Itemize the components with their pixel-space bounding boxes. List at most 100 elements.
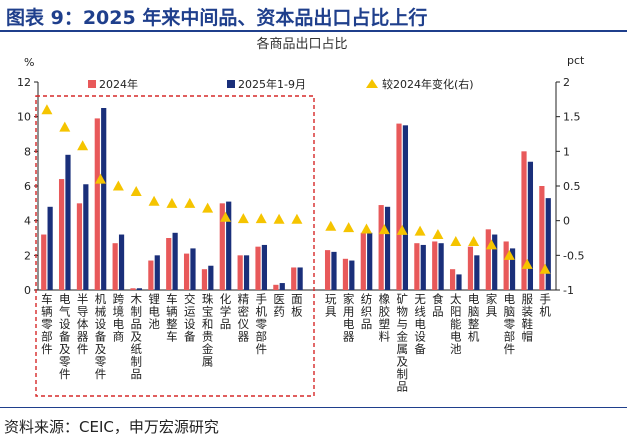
bar-2025: [492, 234, 498, 290]
change-marker: [291, 213, 303, 224]
category-label: 精密仪器: [238, 292, 250, 344]
bar-2024: [291, 267, 297, 290]
change-marker: [202, 202, 214, 213]
bar-2025: [438, 243, 444, 290]
category-label: 面板: [291, 292, 303, 319]
category-label: 电脑整机: [468, 292, 480, 344]
legend-swatch-2025: [227, 80, 235, 88]
bar-2025: [367, 232, 373, 290]
change-marker: [41, 104, 53, 115]
category-label: 橡胶塑料: [379, 292, 391, 344]
category-label: 车辆零部件: [41, 292, 53, 356]
change-marker: [450, 235, 462, 246]
right-tick-label: 0: [563, 215, 570, 228]
bar-2025: [226, 201, 232, 290]
change-marker: [255, 213, 267, 224]
category-label: 珠宝和贵金属: [202, 292, 214, 369]
category-label: 车辆整车: [166, 292, 178, 344]
left-tick-label: 8: [24, 145, 31, 158]
source-note: 资料来源：CEIC，申万宏源研究: [4, 418, 219, 436]
bar-2024: [342, 258, 349, 290]
bar-2024: [112, 243, 118, 290]
change-marker: [77, 140, 89, 151]
change-marker: [468, 235, 480, 246]
figure-title: 图表 9：2025 年来中间品、资本品出口占比上行: [6, 7, 428, 29]
right-tick-label: 0.5: [563, 180, 581, 193]
category-label: 玩具: [325, 292, 337, 319]
change-marker: [325, 220, 337, 231]
footer-divider: [0, 407, 627, 408]
bar-2025: [474, 255, 480, 290]
change-marker: [220, 211, 231, 222]
change-marker: [361, 223, 372, 234]
category-label: 手机: [539, 292, 551, 319]
change-marker: [148, 195, 160, 206]
change-marker: [273, 213, 285, 224]
legend-label-change: 较2024年变化(右): [382, 77, 474, 91]
bar-2024: [201, 269, 208, 290]
change-marker: [95, 173, 106, 184]
bar-2025: [456, 274, 462, 290]
category-label: 无线电设备: [414, 292, 426, 356]
bar-2024: [449, 269, 456, 290]
change-marker: [432, 229, 444, 240]
bar-2024: [94, 118, 100, 291]
bar-2025: [136, 288, 143, 290]
change-marker: [59, 121, 71, 132]
legend-label-2025: 2025年1-9月: [238, 77, 306, 91]
bar-2024: [76, 203, 83, 290]
right-axis-unit: pct: [567, 54, 585, 67]
category-label: 太阳能电池: [450, 292, 462, 356]
category-label: 跨境电商: [113, 292, 125, 344]
change-marker: [343, 222, 355, 233]
change-marker: [166, 197, 178, 208]
bar-2024: [255, 246, 261, 290]
bar-2024: [273, 284, 279, 290]
bar-2024: [148, 260, 154, 290]
change-marker: [521, 258, 533, 269]
category-label: 化学品: [220, 292, 232, 331]
bar-2025: [118, 234, 125, 290]
bar-2025: [509, 248, 516, 290]
bar-2025: [331, 251, 337, 290]
bar-2024: [432, 241, 438, 290]
change-marker: [237, 213, 249, 224]
category-label: 木制品及纸制品: [130, 292, 142, 381]
figure-header: 图表 9：2025 年来中间品、资本品出口占比上行: [0, 0, 627, 33]
change-marker: [184, 197, 196, 208]
bar-2024: [396, 123, 402, 290]
bar-2025: [243, 255, 250, 290]
category-label: 医药: [273, 292, 285, 319]
change-marker: [539, 263, 551, 274]
bar-2025: [208, 265, 214, 290]
left-tick-label: 10: [17, 111, 31, 124]
change-marker: [486, 239, 497, 250]
left-tick-label: 6: [24, 180, 31, 193]
bar-2025: [420, 244, 426, 290]
bar-2024: [183, 253, 190, 290]
left-tick-label: 12: [17, 76, 31, 89]
category-label: 家具: [486, 292, 498, 319]
bar-2024: [324, 250, 331, 290]
category-label: 矿物与金属及制品: [396, 292, 408, 394]
bar-2025: [279, 283, 285, 290]
bar-2025: [349, 260, 355, 290]
bar-2025: [261, 244, 268, 290]
bar-2025: [101, 108, 107, 290]
category-label: 食品: [432, 292, 444, 319]
bar-2024: [166, 238, 172, 290]
category-label: 锂电池: [148, 292, 160, 331]
header-divider: [0, 30, 627, 32]
bar-2025: [527, 161, 534, 290]
left-tick-label: 4: [24, 215, 31, 228]
left-tick-label: 2: [24, 249, 31, 262]
bar-2024: [58, 179, 65, 290]
bar-2025: [47, 206, 53, 290]
right-tick-label: 2: [563, 76, 570, 89]
change-marker: [112, 180, 124, 191]
bar-2024: [503, 241, 509, 290]
category-label: 家用电器: [343, 292, 355, 344]
bar-2024: [237, 255, 243, 290]
change-marker: [378, 224, 390, 235]
